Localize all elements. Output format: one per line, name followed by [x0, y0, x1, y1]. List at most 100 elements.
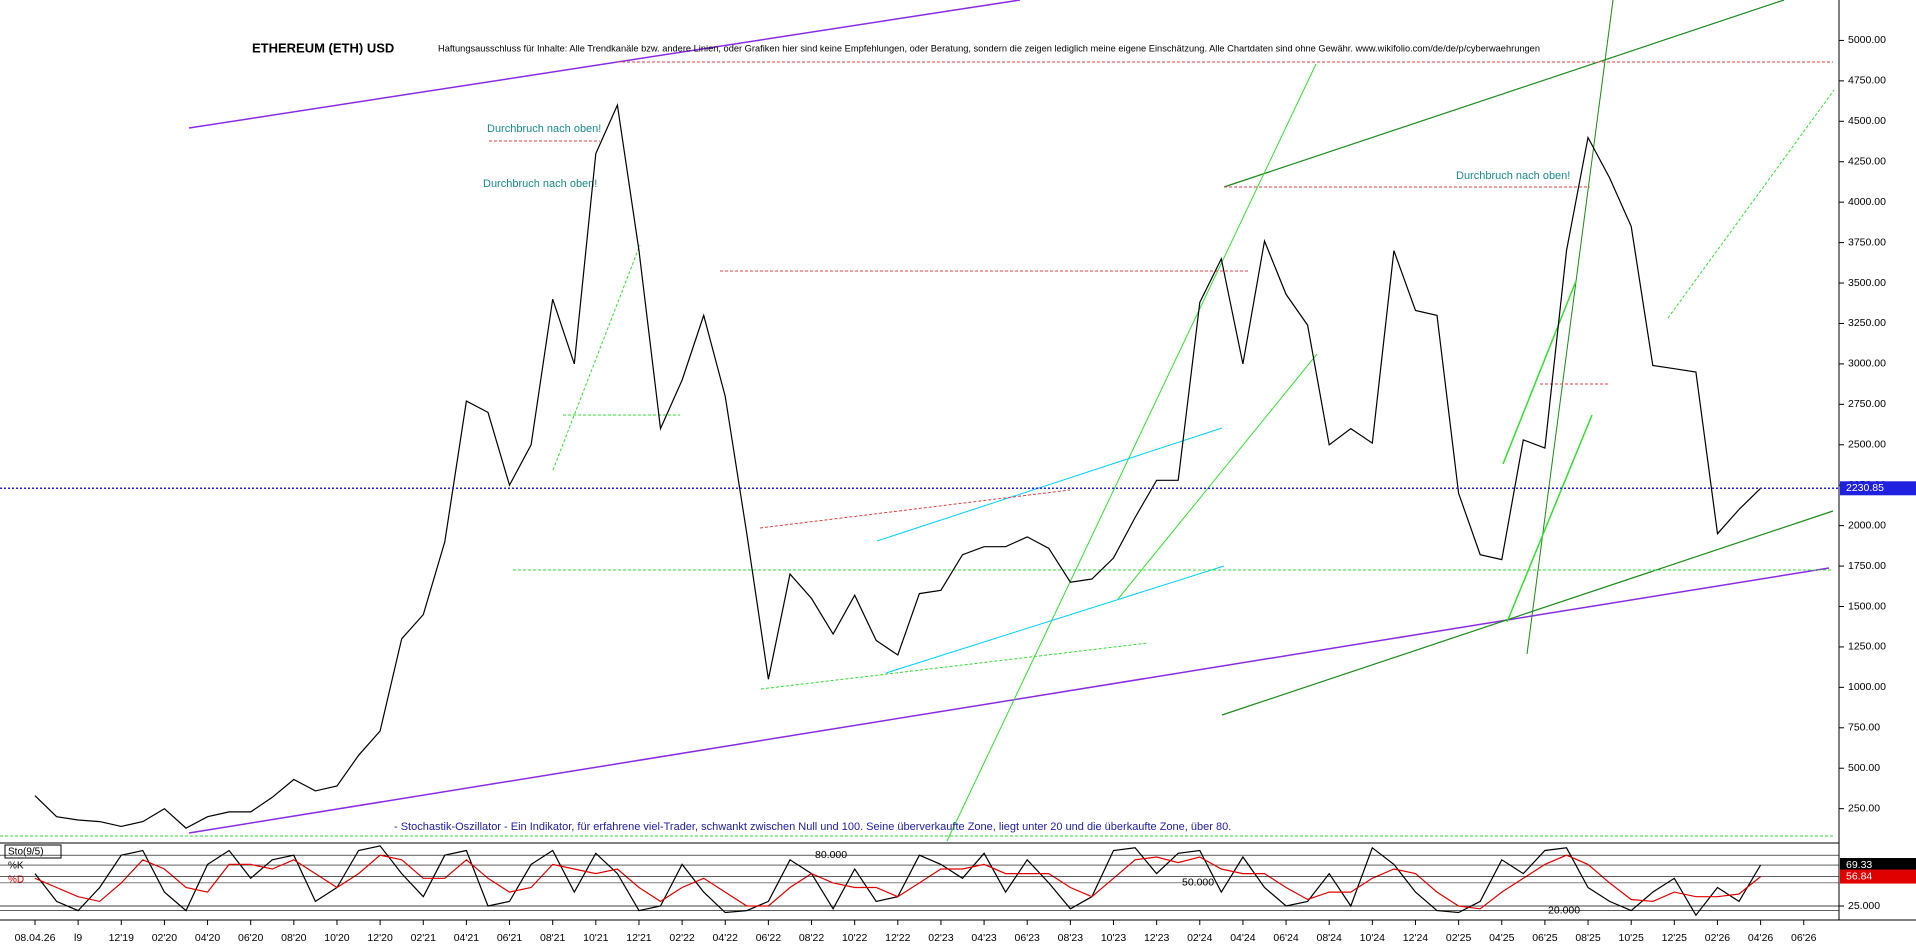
legend-label: %K [8, 861, 24, 872]
legend-label: %D [8, 875, 24, 886]
chart-title: ETHEREUM (ETH) USD [252, 40, 394, 55]
x-tick-label: 08.04.26 [15, 932, 56, 944]
annotation: Durchbruch nach oben! [483, 178, 597, 190]
last-value-label: 2230.85 [1846, 482, 1884, 494]
x-tick-label: 02'20 [152, 932, 178, 944]
y-tick-label: 3750.00 [1848, 236, 1886, 248]
x-tick-label: 10'21 [583, 932, 609, 944]
trend-line [1223, 0, 1785, 188]
x-tick-label: 02'24 [1187, 932, 1213, 944]
x-tick-label: 08'23 [1058, 932, 1084, 944]
y-tick-label: 1000.00 [1848, 681, 1886, 693]
trend-line [188, 0, 1021, 129]
y-tick-label: 3250.00 [1848, 317, 1886, 329]
trend-line [188, 567, 1830, 834]
x-tick-label: 06'26 [1791, 932, 1817, 944]
x-tick-label: 12'20 [367, 932, 393, 944]
annotation: Durchbruch nach oben! [1456, 170, 1570, 182]
level-label: 80.000 [815, 849, 847, 861]
last-value-box [1840, 869, 1916, 884]
x-tick-label: 06'20 [238, 932, 264, 944]
y-tick-label: 2000.00 [1848, 519, 1886, 531]
x-tick-label: 12'22 [885, 932, 911, 944]
x-tick-label: 08'25 [1575, 932, 1601, 944]
x-tick-label: 02'23 [928, 932, 954, 944]
trend-line [946, 63, 1317, 842]
level-line [759, 489, 1071, 529]
x-tick-label: 12'24 [1403, 932, 1429, 944]
x-tick-label: 08'20 [281, 932, 307, 944]
x-tick-label: 12'23 [1144, 932, 1170, 944]
x-tick-label: 10'20 [324, 932, 350, 944]
x-tick-label: 04'24 [1230, 932, 1256, 944]
y-tick-label: 3000.00 [1848, 358, 1886, 370]
x-tick-label: 12'25 [1662, 932, 1688, 944]
last-value-box [1840, 481, 1916, 496]
x-tick-label: 02'26 [1705, 932, 1731, 944]
x-tick-label: 06'23 [1015, 932, 1041, 944]
disclaimer: Haftungsausschluss für Inhalte: Alle Tre… [438, 44, 1540, 55]
x-tick-label: 06'21 [497, 932, 523, 944]
y-tick-label: 3500.00 [1848, 277, 1886, 289]
y-tick-label: 4250.00 [1848, 156, 1886, 168]
x-tick-label: l9 [74, 932, 82, 944]
trend-line [1506, 414, 1593, 623]
last-value-box [1840, 858, 1916, 873]
y-tick-label: 4750.00 [1848, 75, 1886, 87]
trend-line [876, 427, 1223, 542]
trend-line [552, 244, 641, 471]
x-tick-label: 04'25 [1489, 932, 1515, 944]
x-tick-label: 04'22 [713, 932, 739, 944]
x-tick-label: 02'25 [1446, 932, 1472, 944]
trend-line [1526, 0, 1614, 655]
x-tick-label: 04'21 [454, 932, 480, 944]
y-tick-label: 750.00 [1848, 722, 1880, 734]
x-tick-label: 02'22 [669, 932, 695, 944]
x-tick-label: 10'25 [1618, 932, 1644, 944]
y-tick-label: 2500.00 [1848, 439, 1886, 451]
y-tick-label: 5000.00 [1848, 34, 1886, 46]
last-value-label: 69.33 [1846, 859, 1872, 871]
x-tick-label: 04'26 [1748, 932, 1774, 944]
y-tick-label: 500.00 [1848, 762, 1880, 774]
indicator-box [4, 844, 62, 859]
trend-line [1667, 89, 1835, 319]
x-tick-label: 04'23 [971, 932, 997, 944]
x-tick-label: 06'22 [756, 932, 782, 944]
trend-line [885, 565, 1225, 674]
y-tick-label: 1500.00 [1848, 600, 1886, 612]
indicator-title: Sto(9/5) [8, 847, 44, 858]
x-tick-label: 02'21 [411, 932, 437, 944]
price-line [34, 102, 1762, 829]
level-label: 50.000 [1182, 877, 1214, 889]
trend-lines [0, 0, 1835, 842]
y-tick-label: 4500.00 [1848, 115, 1886, 127]
level-label: 20.000 [1548, 904, 1580, 916]
last-value-label: 56.84 [1846, 870, 1872, 882]
x-tick-label: 10'23 [1101, 932, 1127, 944]
price-line [34, 854, 1761, 910]
trend-line [1117, 353, 1318, 600]
x-tick-label: 08'21 [540, 932, 566, 944]
y-tick-label: 1750.00 [1848, 560, 1886, 572]
x-tick-label: 08'22 [799, 932, 825, 944]
x-tick-label: 04'20 [195, 932, 221, 944]
y-tick-label: 25.000 [1848, 900, 1880, 912]
annotation: - Stochastik-Oszillator - Ein Indikator,… [394, 821, 1231, 833]
annotation: Durchbruch nach oben! [487, 123, 601, 135]
x-tick-label: 06'25 [1532, 932, 1558, 944]
trend-line [1502, 280, 1577, 465]
x-tick-label: 12'19 [109, 932, 135, 944]
y-tick-label: 250.00 [1848, 802, 1880, 814]
x-tick-label: 08'24 [1317, 932, 1343, 944]
y-tick-label: 1250.00 [1848, 641, 1886, 653]
x-tick-label: 10'24 [1360, 932, 1386, 944]
trend-line [1221, 510, 1834, 716]
x-tick-label: 10'22 [842, 932, 868, 944]
x-tick-label: 06'24 [1273, 932, 1299, 944]
y-tick-label: 4000.00 [1848, 196, 1886, 208]
x-tick-label: 12'21 [626, 932, 652, 944]
